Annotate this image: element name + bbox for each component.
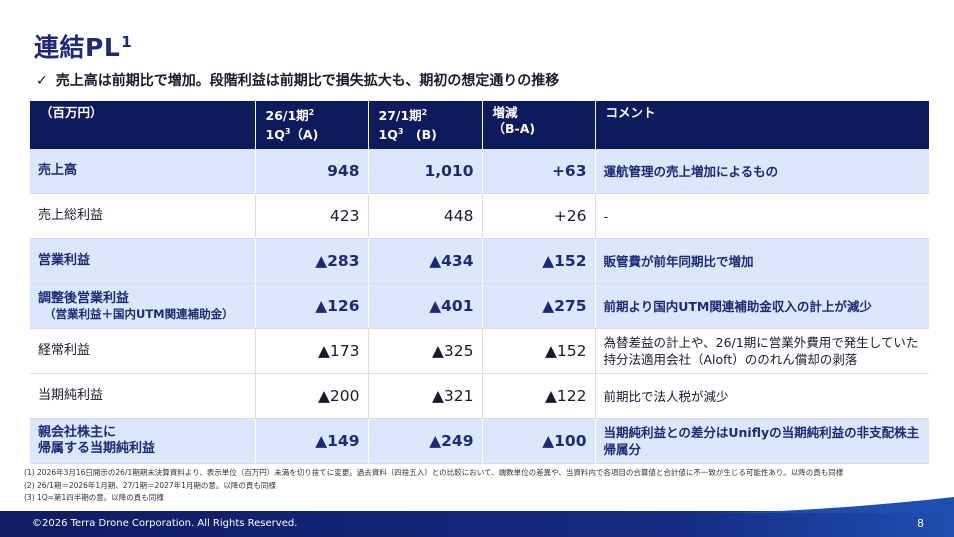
value-a: ▲173 xyxy=(255,328,369,374)
value-a: ▲200 xyxy=(255,373,369,419)
value-b: ▲321 xyxy=(368,373,483,419)
value-b: ▲434 xyxy=(368,238,483,284)
value-diff: +63 xyxy=(482,149,596,194)
header-period-b: 27/1期2 1Q3 (B) xyxy=(368,101,483,149)
row-label: 営業利益 xyxy=(30,238,256,284)
table-row: 経常利益 ▲173 ▲325 ▲152 為替差益の計上や、26/1期に営業外費用… xyxy=(30,328,929,374)
header-comment: コメント xyxy=(595,101,929,149)
footnote-1: (1) 2026年3月16日開示の26/1期期末決算資料より、表示単位（百万円）… xyxy=(24,468,844,477)
value-diff: ▲152 xyxy=(482,238,596,284)
value-b: ▲401 xyxy=(368,283,483,329)
table-row: 営業利益 ▲283 ▲434 ▲152 販管費が前年同期比で増加 xyxy=(30,238,929,284)
page-title: 連結PL1 xyxy=(34,32,133,62)
value-a: ▲126 xyxy=(255,283,369,329)
header-diff: 増減 （B-A) xyxy=(482,101,596,149)
table-row: 売上高 948 1,010 +63 運航管理の売上増加によるもの xyxy=(30,149,929,194)
page-number: 8 xyxy=(917,517,924,530)
value-diff: ▲122 xyxy=(482,373,596,419)
value-b: ▲325 xyxy=(368,328,483,374)
footnotes: (1) 2026年3月16日開示の26/1期期末決算資料より、表示単位（百万円）… xyxy=(24,467,944,505)
copyright-text: ©2026 Terra Drone Corporation. All Right… xyxy=(32,518,298,529)
title-footnote-ref: 1 xyxy=(121,32,133,51)
row-label: 経常利益 xyxy=(30,328,256,374)
footer-bar: ©2026 Terra Drone Corporation. All Right… xyxy=(0,497,954,537)
row-sublabel: （営業利益＋国内UTM関連補助金） xyxy=(44,307,234,321)
value-a: ▲283 xyxy=(255,238,369,284)
value-diff: ▲275 xyxy=(482,283,596,329)
row-comment: 当期純利益との差分はUniflyの当期純利益の非支配株主帰属分 xyxy=(595,418,929,464)
value-a: 423 xyxy=(255,193,369,239)
row-comment: 前期より国内UTM関連補助金収入の計上が減少 xyxy=(595,283,929,329)
value-diff: +26 xyxy=(482,193,596,239)
footnote-2: (2) 26/1期＝2026年1月期、27/1期＝2027年1月期の意。以降の頁… xyxy=(24,480,276,490)
value-b: ▲249 xyxy=(368,418,483,464)
value-a: ▲149 xyxy=(255,418,369,464)
footnote-3: (3) 1Q=第1四半期の意。以降の頁も同様 xyxy=(24,493,164,502)
row-label: 売上高 xyxy=(30,149,256,194)
value-b: 1,010 xyxy=(368,149,483,194)
row-label: 調整後営業利益 （営業利益＋国内UTM関連補助金） xyxy=(30,283,256,329)
header-unit: （百万円） xyxy=(30,101,256,149)
table-row: 当期純利益 ▲200 ▲321 ▲122 前期比で法人税が減少 xyxy=(30,373,929,419)
row-label: 当期純利益 xyxy=(30,373,256,419)
value-b: 448 xyxy=(368,193,483,239)
row-comment: 販管費が前年同期比で増加 xyxy=(595,238,929,284)
value-diff: ▲152 xyxy=(482,328,596,374)
check-icon: ✓ xyxy=(36,73,48,89)
row-comment: 運航管理の売上増加によるもの xyxy=(595,149,929,194)
row-label: 親会社株主に 帰属する当期純利益 xyxy=(30,418,256,464)
footer-wave-decoration xyxy=(694,497,954,513)
header-period-a: 26/1期2 1Q3（A) xyxy=(255,101,369,149)
row-label: 売上総利益 xyxy=(30,193,256,239)
table-row: 親会社株主に 帰属する当期純利益 ▲149 ▲249 ▲100 当期純利益との差分… xyxy=(30,418,929,464)
value-a: 948 xyxy=(255,149,369,194)
value-diff: ▲100 xyxy=(482,418,596,464)
table-row: 調整後営業利益 （営業利益＋国内UTM関連補助金） ▲126 ▲401 ▲275 … xyxy=(30,283,929,329)
table-row: 売上総利益 423 448 +26 - xyxy=(30,193,929,239)
row-comment: 前期比で法人税が減少 xyxy=(595,373,929,419)
page-subtitle: ✓ 売上高は前期比で増加。段階利益は前期比で損失拡大も、期初の想定通りの推移 xyxy=(36,73,560,89)
row-comment: - xyxy=(595,193,929,239)
table-header-row: （百万円） 26/1期2 1Q3（A) 27/1期2 1Q3 (B) 増減 （B-… xyxy=(30,101,929,149)
row-comment: 為替差益の計上や、26/1期に営業外費用で発生していた持分法適用会社（Aloft… xyxy=(595,328,929,374)
pl-table: （百万円） 26/1期2 1Q3（A) 27/1期2 1Q3 (B) 増減 （B-… xyxy=(30,101,929,464)
